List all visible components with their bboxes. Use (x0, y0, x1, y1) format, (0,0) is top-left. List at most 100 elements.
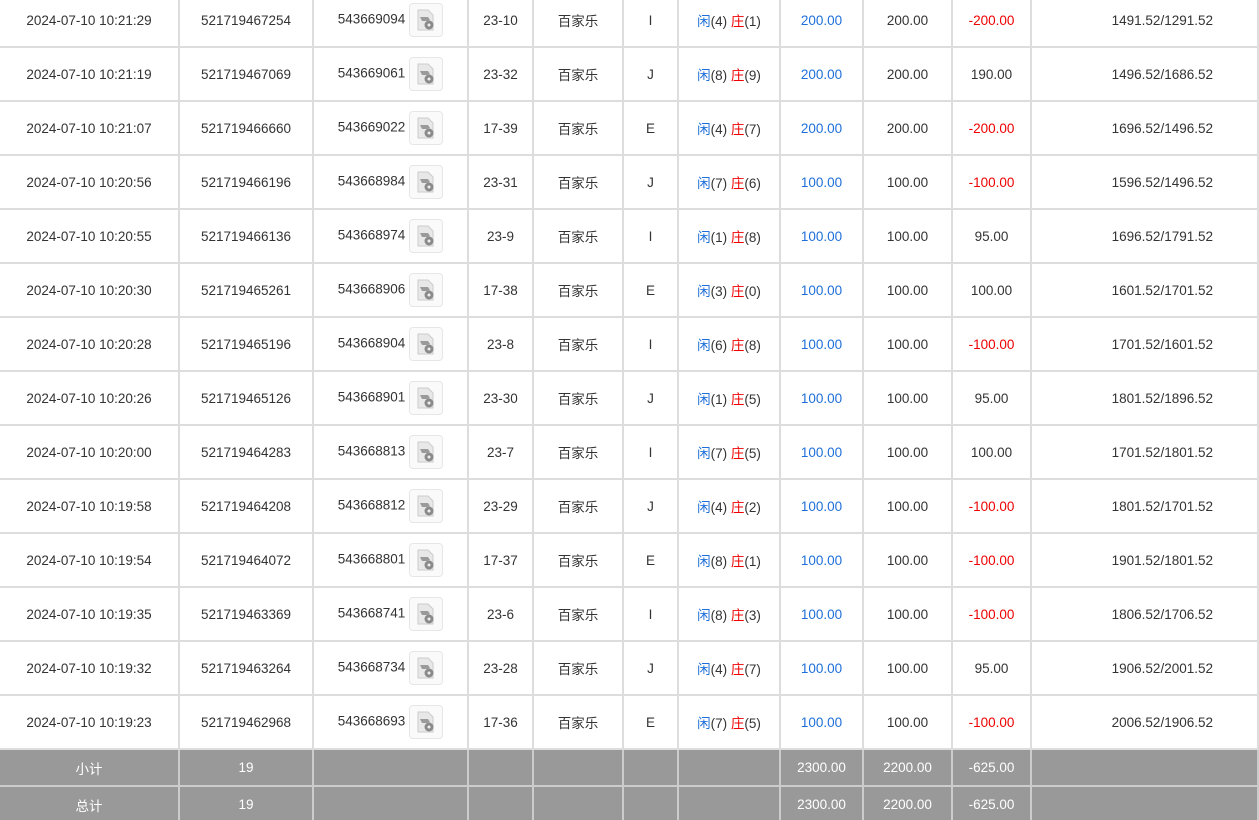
video-file-icon[interactable] (409, 3, 444, 37)
video-file-icon[interactable] (409, 327, 444, 361)
video-file-icon[interactable] (409, 111, 444, 145)
player-score: 1 (715, 392, 723, 407)
bet-amount: 100.00 (779, 370, 864, 426)
video-file-icon[interactable] (409, 435, 444, 469)
valid-bet: 100.00 (862, 640, 953, 696)
bet-time: 2024-07-10 10:19:35 (0, 586, 180, 642)
table-shoe: 17-37 (467, 532, 534, 588)
win-loss: -100.00 (951, 316, 1032, 372)
banker-score: 2 (748, 500, 757, 515)
bet-time: 2024-07-10 10:19:54 (0, 532, 180, 588)
table-shoe: 23-6 (467, 586, 534, 642)
banker-score: 1 (748, 14, 757, 29)
player-label: 闲 (697, 68, 711, 83)
banker-score: 6 (748, 176, 757, 191)
bet-id: 521719465261 (178, 262, 314, 318)
video-file-icon[interactable] (409, 705, 444, 739)
round-id-cell: 543668734 (312, 640, 469, 696)
player-label: 闲 (697, 716, 711, 731)
video-file-icon[interactable] (409, 597, 444, 631)
table-shoe: 23-8 (467, 316, 534, 372)
round-id-cell: 543668906 (312, 262, 469, 318)
bet-amount: 200.00 (779, 100, 864, 156)
summary-result: -625.00 (951, 748, 1032, 787)
game-type: 百家乐 (532, 46, 624, 102)
bet-id: 521719467254 (178, 0, 314, 48)
game-type: 百家乐 (532, 262, 624, 318)
valid-bet: 100.00 (862, 154, 953, 210)
win-loss: 95.00 (951, 370, 1032, 426)
balance-before-after: 1491.52/1291.52 (1030, 0, 1259, 48)
player-score: 7 (715, 446, 723, 461)
video-file-icon[interactable] (409, 219, 444, 253)
table-row: 2024-07-10 10:19:35 521719463369 543668741… (0, 586, 1259, 642)
game-type: 百家乐 (532, 154, 624, 210)
bet-id: 521719465126 (178, 370, 314, 426)
valid-bet: 100.00 (862, 694, 953, 750)
round-id: 543668984 (337, 173, 406, 189)
video-file-icon[interactable] (409, 489, 444, 523)
video-file-icon[interactable] (409, 543, 444, 577)
balance-before-after: 1701.52/1801.52 (1030, 424, 1259, 480)
round-id: 543668741 (337, 605, 406, 621)
video-file-icon[interactable] (409, 651, 444, 685)
table-code: E (622, 100, 679, 156)
game-result: 闲(4) 庄(7) (677, 640, 781, 696)
player-score: 8 (715, 68, 723, 83)
bet-time: 2024-07-10 10:19:32 (0, 640, 180, 696)
valid-bet: 100.00 (862, 532, 953, 588)
banker-score: 7 (748, 662, 757, 677)
table-code: J (622, 154, 679, 210)
bet-amount: 100.00 (779, 478, 864, 534)
player-label: 闲 (697, 446, 711, 461)
game-type: 百家乐 (532, 694, 624, 750)
video-file-icon[interactable] (409, 165, 444, 199)
banker-score: 5 (748, 392, 757, 407)
table-shoe: 23-31 (467, 154, 534, 210)
balance-before-after: 1701.52/1601.52 (1030, 316, 1259, 372)
game-result: 闲(4) 庄(7) (677, 100, 781, 156)
banker-label: 庄 (730, 230, 745, 245)
table-shoe: 23-9 (467, 208, 534, 264)
player-label: 闲 (697, 554, 711, 569)
bet-id: 521719464208 (178, 478, 314, 534)
game-result: 闲(7) 庄(5) (677, 694, 781, 750)
game-type: 百家乐 (532, 208, 624, 264)
round-id-cell: 543669061 (312, 46, 469, 102)
banker-score: 1 (748, 554, 757, 569)
game-result: 闲(4) 庄(2) (677, 478, 781, 534)
bet-time: 2024-07-10 10:20:26 (0, 370, 180, 426)
player-score: 1 (715, 230, 723, 245)
balance-before-after: 1496.52/1686.52 (1030, 46, 1259, 102)
round-id: 543668812 (337, 497, 406, 513)
valid-bet: 200.00 (862, 46, 953, 102)
table-code: I (622, 586, 679, 642)
video-file-icon[interactable] (409, 273, 444, 307)
round-id: 543668904 (337, 335, 406, 351)
summary-valid: 2200.00 (862, 748, 953, 787)
valid-bet: 100.00 (862, 370, 953, 426)
round-id-cell: 543668813 (312, 424, 469, 480)
round-id: 543668906 (337, 281, 406, 297)
bet-id: 521719463369 (178, 586, 314, 642)
win-loss: -100.00 (951, 586, 1032, 642)
banker-score: 5 (748, 446, 757, 461)
video-file-icon[interactable] (409, 57, 444, 91)
round-id-cell: 543668693 (312, 694, 469, 750)
summary-bet: 2300.00 (779, 748, 864, 787)
balance-before-after: 1801.52/1896.52 (1030, 370, 1259, 426)
video-file-icon[interactable] (409, 381, 444, 415)
banker-score: 3 (748, 608, 757, 623)
summary-label: 小计 (0, 748, 180, 787)
game-type: 百家乐 (532, 424, 624, 480)
balance-before-after: 1596.52/1496.52 (1030, 154, 1259, 210)
round-id: 543669061 (337, 65, 406, 81)
round-id-cell: 543669094 (312, 0, 469, 48)
game-result: 闲(8) 庄(1) (677, 532, 781, 588)
banker-score: 5 (748, 716, 757, 731)
banker-label: 庄 (730, 284, 745, 299)
win-loss: 190.00 (951, 46, 1032, 102)
banker-label: 庄 (730, 446, 745, 461)
player-score: 4 (715, 14, 723, 29)
table-shoe: 23-10 (467, 0, 534, 48)
